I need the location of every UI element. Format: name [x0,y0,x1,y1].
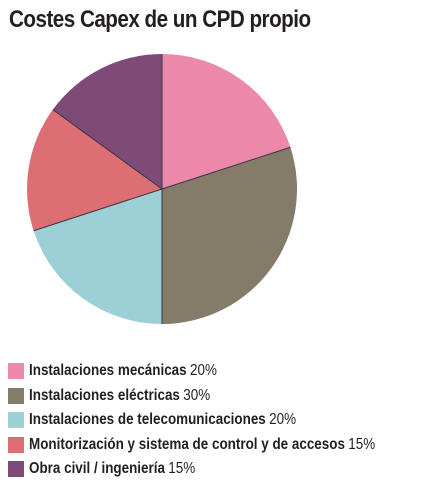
legend-label: Monitorización y sistema de control y de… [29,435,345,453]
legend-text: Monitorización y sistema de control y de… [29,436,375,454]
chart-legend: Instalaciones mecánicas 20% Instalaciones … [8,359,436,482]
pie-slice-4 [27,109,163,231]
legend-text: Instalaciones mecánicas 20% [29,362,217,380]
legend-swatch [8,363,24,380]
legend-label: Instalaciones de telecomunicaciones [29,411,266,429]
legend-text: Instalaciones de telecomunicaciones 20% [29,411,296,429]
slice-separator-4 [33,188,163,232]
legend-label: Instalaciones mecánicas [29,362,187,380]
pie-slice-5 [52,53,162,189]
pie-slice-1 [162,54,291,189]
pie-slice-2 [162,147,297,324]
legend-swatch [8,412,24,429]
pie-chart [27,53,297,324]
legend-item: Instalaciones eléctricas 30% [8,384,436,409]
legend-item: Monitorización y sistema de control y de… [8,433,436,458]
chart-title: Costes Capex de un CPD propio [9,6,311,33]
legend-label: Obra civil / ingeniería [29,460,165,478]
legend-text: Instalaciones eléctricas 30% [29,387,210,405]
legend-swatch [8,436,24,453]
slice-separator-5 [52,109,163,190]
slice-separator-2 [161,146,291,190]
legend-value: 30% [183,386,211,404]
legend-label: Instalaciones eléctricas [29,386,180,404]
legend-value: 15% [168,460,196,478]
legend-item: Instalaciones de telecomunicaciones 20% [8,408,436,433]
legend-text: Obra civil / ingeniería 15% [29,460,195,478]
pie-slice-3 [33,189,163,324]
legend-value: 20% [269,411,297,429]
legend-swatch [8,461,24,478]
legend-swatch [8,387,24,404]
legend-value: 20% [189,362,217,380]
legend-item: Obra civil / ingeniería 15% [8,457,436,482]
legend-value: 15% [348,435,376,453]
legend-item: Instalaciones mecánicas 20% [8,359,436,384]
pie-slices [27,53,297,324]
